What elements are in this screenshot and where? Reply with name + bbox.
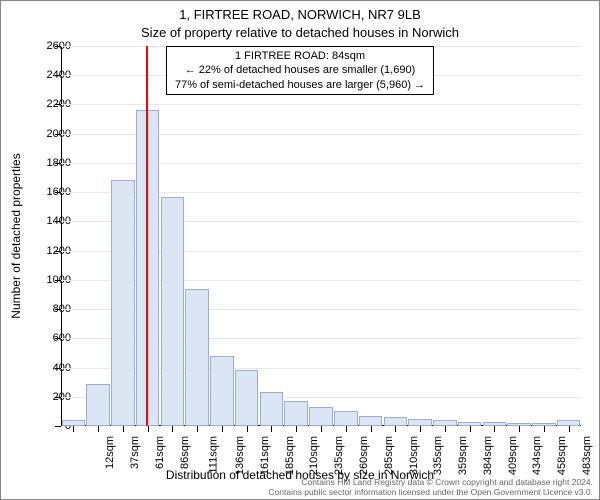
- x-tick: [519, 426, 520, 432]
- x-tick: [470, 426, 471, 432]
- histogram-bar: [458, 422, 482, 426]
- histogram-bar: [185, 289, 209, 426]
- histogram-bar: [334, 411, 358, 426]
- x-tick: [445, 426, 446, 432]
- x-tick: [569, 426, 570, 432]
- x-tick: [494, 426, 495, 432]
- histogram-bar: [433, 420, 457, 426]
- x-tick: [73, 426, 74, 432]
- x-tick: [296, 426, 297, 432]
- annotation-line1: 1 FIRTREE ROAD: 84sqm: [175, 49, 425, 63]
- x-tick: [98, 426, 99, 432]
- histogram-bar: [260, 392, 284, 426]
- histogram-bar: [210, 356, 234, 426]
- histogram-bar: [284, 401, 308, 426]
- histogram-bar: [161, 197, 185, 426]
- x-tick: [172, 426, 173, 432]
- gridline: [61, 104, 581, 105]
- x-tick: [247, 426, 248, 432]
- x-tick-label: 37sqm: [129, 436, 141, 469]
- histogram-bar: [483, 422, 507, 426]
- footer-line2: Contains public sector information licen…: [268, 487, 593, 497]
- x-tick-label: 86sqm: [179, 436, 191, 469]
- histogram-bar: [384, 417, 408, 426]
- x-tick: [371, 426, 372, 432]
- x-tick: [123, 426, 124, 432]
- x-tick: [395, 426, 396, 432]
- footer-line1: Contains HM Land Registry data © Crown c…: [268, 477, 593, 487]
- histogram-bar: [86, 384, 110, 426]
- histogram-bar: [235, 370, 259, 426]
- annotation-box: 1 FIRTREE ROAD: 84sqm ← 22% of detached …: [166, 46, 434, 95]
- histogram-bar: [111, 180, 135, 426]
- plot-region: [61, 46, 581, 426]
- histogram-bar: [507, 423, 531, 426]
- title-line1: 1, FIRTREE ROAD, NORWICH, NR7 9LB: [1, 7, 599, 22]
- histogram-bar: [408, 419, 432, 426]
- chart-container: 1, FIRTREE ROAD, NORWICH, NR7 9LB Size o…: [0, 0, 600, 500]
- x-tick: [148, 426, 149, 432]
- annotation-line3: 77% of semi-detached houses are larger (…: [175, 78, 425, 92]
- histogram-bar: [359, 416, 383, 426]
- x-tick-label: 12sqm: [104, 436, 116, 469]
- footer-attribution: Contains HM Land Registry data © Crown c…: [268, 477, 593, 497]
- reference-line: [146, 46, 148, 426]
- x-tick: [197, 426, 198, 432]
- x-tick: [544, 426, 545, 432]
- chart-area: [61, 46, 581, 426]
- x-tick: [222, 426, 223, 432]
- histogram-bar: [62, 420, 86, 426]
- y-axis-label: Number of detached properties: [9, 71, 23, 236]
- x-tick: [346, 426, 347, 432]
- title-line2: Size of property relative to detached ho…: [1, 25, 599, 40]
- histogram-bar: [309, 407, 333, 426]
- x-tick: [271, 426, 272, 432]
- annotation-line2: ← 22% of detached houses are smaller (1,…: [175, 63, 425, 77]
- x-tick: [321, 426, 322, 432]
- histogram-bar: [557, 420, 581, 426]
- histogram-bar: [532, 423, 556, 426]
- x-tick-label: 61sqm: [154, 436, 166, 469]
- x-tick: [420, 426, 421, 432]
